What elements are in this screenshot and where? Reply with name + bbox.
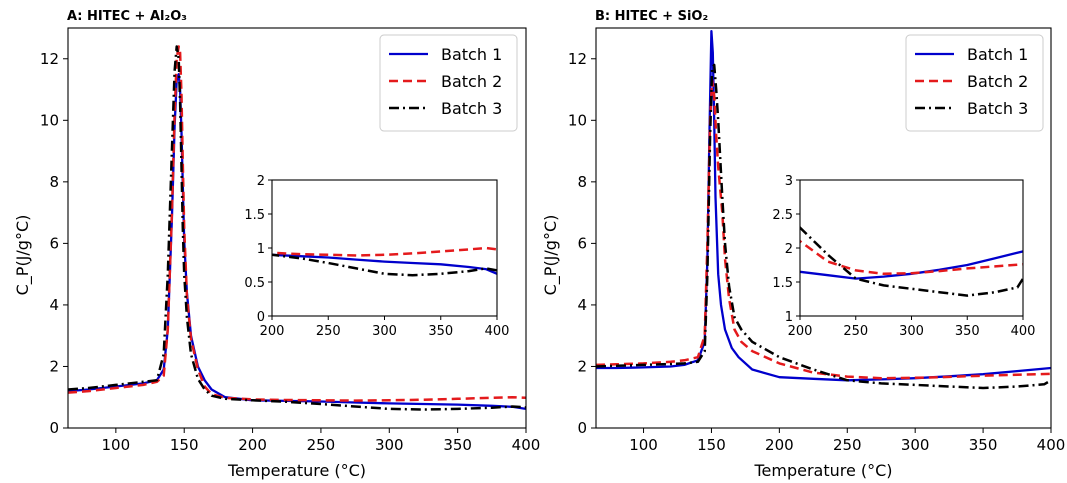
inset-series-line-batch-1 — [800, 250, 1023, 280]
inset-x-tick-label: 400 — [485, 324, 510, 339]
x-tick-label: 200 — [765, 436, 794, 454]
y-tick-label: 2 — [49, 357, 59, 375]
inset-series-line-batch-3 — [800, 225, 1023, 297]
y-tick-label: 6 — [49, 234, 59, 252]
inset-y-tick-label: 2 — [785, 242, 793, 257]
inset-y-tick-label: 0 — [257, 310, 265, 325]
inset-y-tick-label: 2.5 — [772, 208, 793, 223]
inset-y-tick-label: 0.5 — [244, 276, 265, 291]
y-tick-label: 4 — [577, 296, 587, 314]
y-tick-label: 0 — [577, 419, 587, 437]
x-tick-label: 100 — [102, 436, 131, 454]
y-tick-label: 8 — [49, 173, 59, 191]
inset-x-tick-label: 300 — [372, 324, 397, 339]
x-tick-label: 250 — [833, 436, 862, 454]
y-tick-label: 12 — [568, 50, 587, 68]
inset-y-tick-label: 1.5 — [772, 276, 793, 291]
x-tick-label: 150 — [170, 436, 199, 454]
y-tick-label: 4 — [49, 296, 59, 314]
inset-series-line-batch-1 — [272, 253, 497, 275]
x-tick-label: 350 — [969, 436, 998, 454]
x-tick-label: 350 — [443, 436, 472, 454]
plot-frame — [67, 27, 527, 429]
x-tick-label: 400 — [1037, 436, 1066, 454]
series-line-batch-2 — [68, 45, 526, 402]
inset-x-tick-label: 200 — [260, 324, 285, 339]
x-tick-label: 300 — [901, 436, 930, 454]
x-tick-label: 400 — [512, 436, 541, 454]
panel-title: A: HITEC + Al₂O₃ — [67, 9, 187, 24]
legend-label: Batch 3 — [441, 99, 502, 118]
inset-background — [800, 180, 1023, 316]
inset-background — [272, 180, 497, 316]
y-tick-label: 0 — [49, 419, 59, 437]
series-group — [596, 29, 1051, 390]
y-tick-label: 2 — [577, 357, 587, 375]
panel-b: B: HITEC + SiO₂ 100 150 200 250 300 350 400 0 2 4 6… — [541, 9, 1065, 480]
inset-series-line-batch-2 — [800, 239, 1023, 276]
inset-y-tick-label: 3 — [785, 174, 793, 189]
x-tick-label: 150 — [697, 436, 726, 454]
inset-x-tick-label: 300 — [899, 324, 924, 339]
y-tick-label: 10 — [568, 111, 587, 129]
inset-x-tick-label: 200 — [788, 324, 813, 339]
legend-label: Batch 1 — [441, 45, 502, 64]
legend-label: Batch 2 — [441, 72, 502, 91]
x-axis-label: Temperature (°C) — [227, 461, 366, 480]
panel-title: B: HITEC + SiO₂ — [595, 9, 708, 24]
series-line-batch-3 — [596, 63, 1051, 390]
inset-y-tick-label: 1 — [257, 242, 265, 257]
x-tick-label: 300 — [375, 436, 404, 454]
x-tick-label: 200 — [238, 436, 267, 454]
inset-series-group — [800, 225, 1023, 297]
y-tick-label: 12 — [40, 50, 59, 68]
legend-label: Batch 1 — [967, 45, 1028, 64]
y-axis-label: C_P(J/g°C) — [13, 215, 33, 296]
legend-label: Batch 3 — [967, 99, 1028, 118]
x-tick-label: 250 — [307, 436, 336, 454]
x-axis-label: Temperature (°C) — [753, 461, 892, 480]
inset-x-tick-label: 400 — [1011, 324, 1036, 339]
series-group — [68, 45, 526, 411]
inset-series-line-batch-2 — [272, 246, 497, 257]
y-tick-label: 10 — [40, 111, 59, 129]
plot-frame — [595, 27, 1052, 429]
inset-x-tick-label: 250 — [843, 324, 868, 339]
y-axis-label: C_P(J/g°C) — [541, 215, 561, 296]
inset-x-tick-label: 350 — [428, 324, 453, 339]
series-line-batch-2 — [596, 79, 1051, 380]
series-line-batch-3 — [68, 45, 526, 411]
inset-series-group — [272, 246, 497, 277]
x-tick-label: 100 — [629, 436, 658, 454]
legend-label: Batch 2 — [967, 72, 1028, 91]
inset-y-tick-label: 2 — [257, 174, 265, 189]
inset-y-tick-label: 1 — [785, 310, 793, 325]
inset-x-tick-label: 350 — [955, 324, 980, 339]
y-tick-label: 8 — [577, 173, 587, 191]
inset-x-tick-label: 250 — [316, 324, 341, 339]
inset-y-tick-label: 1.5 — [244, 208, 265, 223]
y-tick-label: 6 — [577, 234, 587, 252]
inset-series-line-batch-3 — [272, 253, 497, 277]
